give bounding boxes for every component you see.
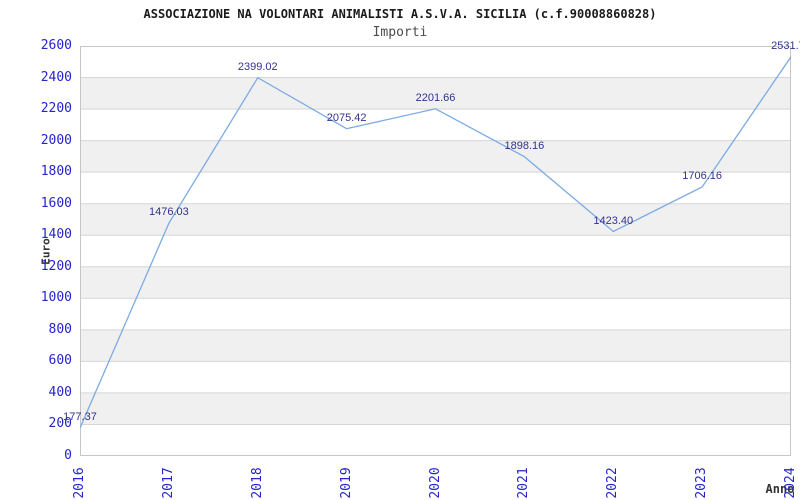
y-axis-tick-label: 1400: [40, 227, 72, 243]
x-axis-tick-label: 2022: [605, 467, 621, 499]
data-point-label: 2399.02: [237, 60, 278, 73]
x-axis-label: Anno: [765, 482, 795, 496]
plot-band: [80, 77, 791, 110]
plot-band: [80, 392, 791, 425]
data-point-label: 2075.42: [326, 111, 367, 124]
y-axis-tick-label: 1800: [40, 164, 72, 180]
chart-subtitle: Importi: [372, 25, 428, 40]
y-axis-tick-label: 600: [48, 353, 72, 369]
series-line-importi: [80, 56, 791, 429]
y-axis-tick-label: 1200: [40, 258, 72, 274]
data-point-label: 2201.66: [415, 91, 456, 104]
x-axis-tick-label: 2020: [427, 467, 443, 499]
plot-band: [80, 140, 791, 173]
y-axis-tick-label: 0: [64, 448, 72, 463]
y-axis-tick-label: 200: [48, 416, 72, 432]
x-axis-tick-label: 2016: [72, 467, 87, 499]
data-point-label: 2531.76: [771, 39, 800, 52]
x-axis-tick-label: 2024: [783, 467, 798, 499]
x-axis-tick-label: 2019: [338, 467, 354, 499]
chart-title: ASSOCIAZIONE NA VOLONTARI ANIMALISTI A.S…: [143, 7, 657, 21]
y-axis-tick-label: 2400: [40, 69, 72, 85]
plot-area: [80, 46, 791, 456]
y-axis-tick-label: 1600: [40, 195, 72, 211]
plot-band: [80, 203, 791, 236]
plot-band: [80, 329, 791, 362]
y-axis-tick-label: 2600: [40, 38, 72, 53]
data-point-label: 177.37: [63, 411, 97, 424]
data-point-label: 1706.16: [682, 169, 723, 182]
y-axis-tick-label: 2200: [40, 101, 72, 117]
x-axis-tick-label: 2017: [160, 467, 176, 499]
plot-band: [80, 266, 791, 299]
data-point-label: 1898.16: [504, 139, 545, 152]
y-axis-tick-label: 400: [48, 384, 72, 400]
y-axis-tick-label: 1000: [40, 290, 72, 306]
x-axis-tick-label: 2023: [694, 467, 710, 499]
y-axis-tick-label: 800: [48, 321, 72, 337]
x-axis-tick-label: 2018: [249, 467, 265, 499]
data-point-label: 1476.03: [148, 206, 189, 219]
data-point-label: 1423.40: [593, 214, 634, 227]
y-axis-tick-label: 2000: [40, 132, 72, 148]
plot-border: [80, 46, 791, 456]
x-axis-tick-label: 2021: [516, 467, 532, 499]
